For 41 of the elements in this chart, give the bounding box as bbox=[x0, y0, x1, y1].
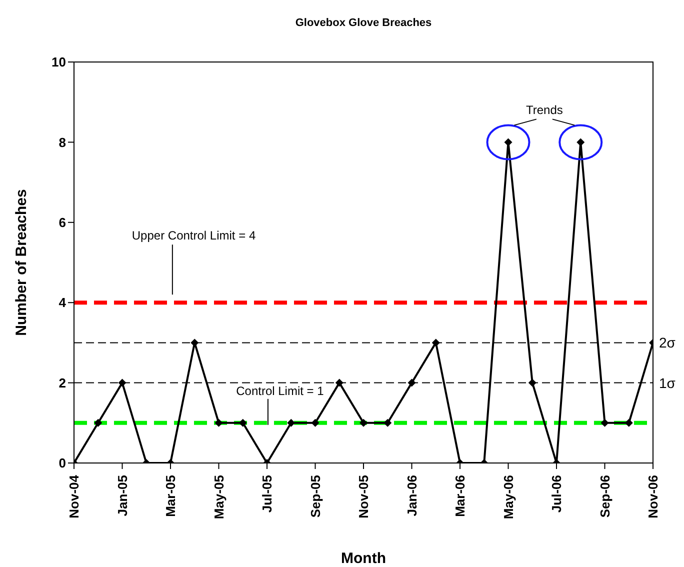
point bbox=[408, 378, 416, 387]
x-tick-label: Mar-05 bbox=[163, 475, 178, 517]
point bbox=[311, 418, 320, 427]
point bbox=[600, 418, 609, 427]
x-tick-label: Mar-06 bbox=[452, 475, 468, 517]
x-tick-label: Jul-05 bbox=[260, 475, 274, 513]
x-tick-label: May-06 bbox=[500, 475, 516, 520]
point bbox=[528, 378, 536, 387]
point bbox=[432, 338, 440, 347]
point bbox=[94, 418, 102, 427]
ref-line-label: Upper Control Limit = 4 bbox=[132, 228, 256, 243]
point bbox=[384, 418, 392, 427]
x-tick-label: Sep-06 bbox=[597, 475, 612, 518]
y-tick-label: 2 bbox=[58, 375, 66, 390]
point bbox=[214, 418, 223, 427]
x-tick-label: Sep-05 bbox=[308, 475, 323, 518]
x-tick-label: Nov-06 bbox=[646, 475, 660, 518]
x-tick-label: Jan-06 bbox=[404, 475, 420, 516]
ref-line-label: Control Limit = 1 bbox=[236, 384, 324, 398]
x-tick-label: May-05 bbox=[211, 475, 226, 520]
point bbox=[360, 418, 368, 427]
x-tick-label: Nov-04 bbox=[66, 474, 82, 518]
point bbox=[287, 418, 296, 427]
chart-title: Glovebox Glove Breaches bbox=[295, 17, 432, 29]
x-axis-title: Month bbox=[341, 550, 386, 567]
point bbox=[238, 418, 247, 427]
point bbox=[624, 418, 633, 427]
point bbox=[335, 378, 344, 387]
y-tick-label: 6 bbox=[58, 215, 66, 230]
annotation: Trends bbox=[526, 103, 563, 118]
x-tick-label: Nov-05 bbox=[356, 475, 371, 518]
y-tick-label: 4 bbox=[58, 295, 67, 310]
point bbox=[118, 378, 126, 387]
y-tick-label: 0 bbox=[58, 456, 66, 471]
y-tick-label: 8 bbox=[58, 134, 66, 150]
ref-line-label: 1σ bbox=[659, 374, 676, 391]
y-axis-title: Number of Breaches bbox=[13, 189, 30, 336]
ref-line-label: 2σ bbox=[659, 334, 676, 351]
x-tick-label: Jan-05 bbox=[114, 475, 130, 516]
x-tick-label: Jul-06 bbox=[549, 475, 564, 513]
y-tick-label: 10 bbox=[52, 54, 66, 70]
